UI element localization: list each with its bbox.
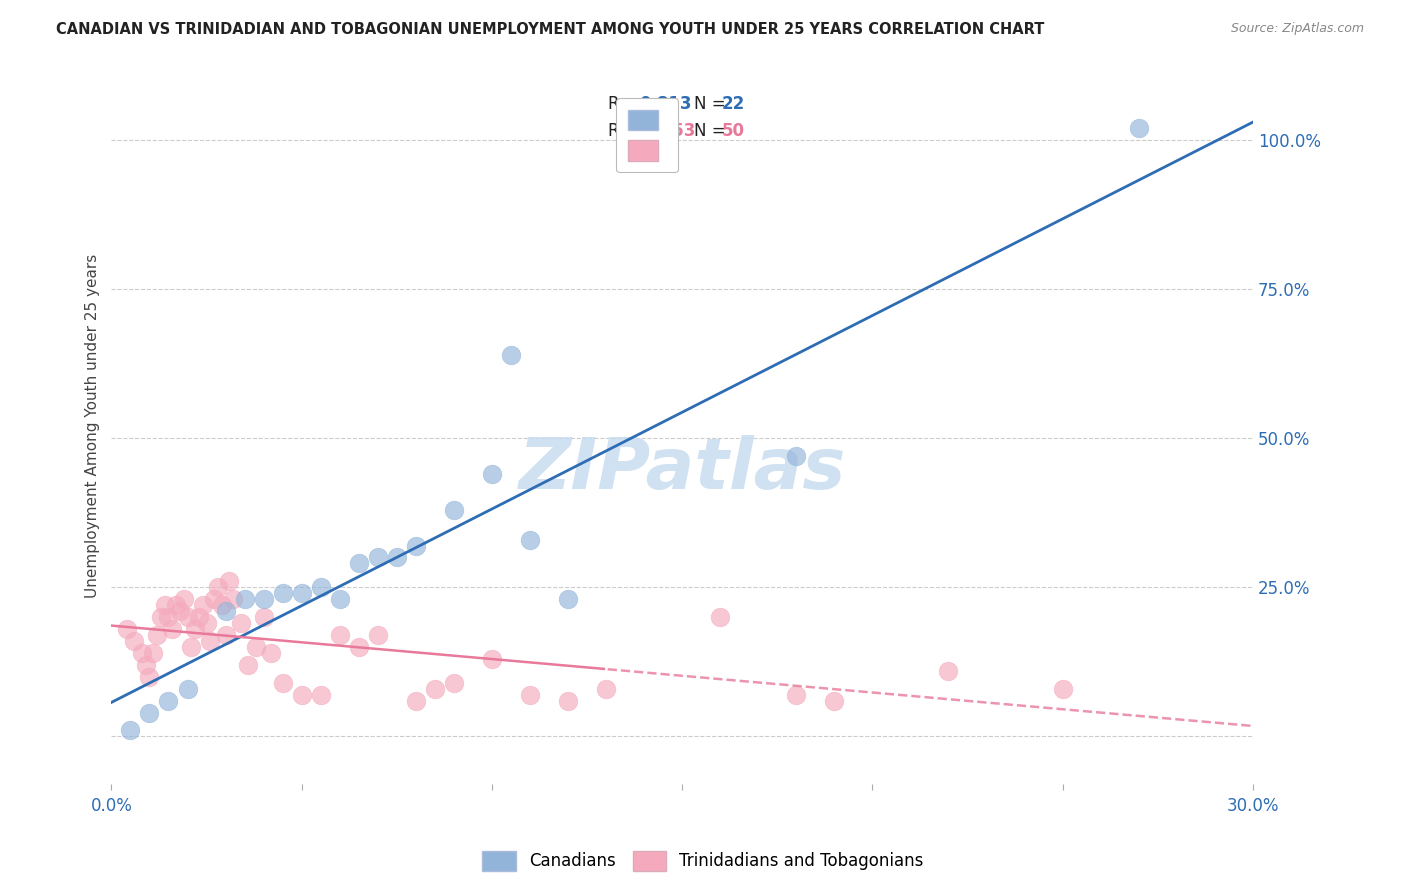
Point bbox=[252, 592, 274, 607]
Y-axis label: Unemployment Among Youth under 25 years: Unemployment Among Youth under 25 years bbox=[86, 254, 100, 599]
Point bbox=[229, 616, 252, 631]
Point bbox=[291, 688, 314, 702]
Point bbox=[176, 610, 198, 624]
Point bbox=[443, 502, 465, 516]
Point bbox=[367, 550, 389, 565]
Point bbox=[211, 598, 233, 612]
Point bbox=[823, 693, 845, 707]
Point bbox=[187, 610, 209, 624]
Text: ZIPatlas: ZIPatlas bbox=[519, 434, 846, 504]
Point bbox=[214, 628, 236, 642]
Point bbox=[709, 610, 731, 624]
Point bbox=[595, 681, 617, 696]
Point bbox=[1052, 681, 1074, 696]
Text: 22: 22 bbox=[723, 95, 745, 112]
Text: Source: ZipAtlas.com: Source: ZipAtlas.com bbox=[1230, 22, 1364, 36]
Point bbox=[260, 646, 283, 660]
Point bbox=[162, 622, 184, 636]
Point bbox=[195, 616, 218, 631]
Text: -0.053: -0.053 bbox=[637, 122, 696, 140]
Point bbox=[443, 675, 465, 690]
Point bbox=[557, 592, 579, 607]
Point bbox=[1128, 121, 1150, 136]
Point bbox=[120, 723, 142, 738]
Point bbox=[367, 628, 389, 642]
Point bbox=[122, 634, 145, 648]
Point bbox=[329, 592, 352, 607]
Point bbox=[149, 610, 172, 624]
Point bbox=[329, 628, 352, 642]
Point bbox=[252, 610, 274, 624]
Point bbox=[233, 592, 256, 607]
Point bbox=[238, 657, 260, 672]
Point bbox=[165, 598, 187, 612]
Legend: , : , bbox=[616, 98, 678, 172]
Point bbox=[291, 586, 314, 600]
Point bbox=[138, 670, 160, 684]
Text: N =: N = bbox=[693, 95, 725, 112]
Point bbox=[499, 348, 522, 362]
Point bbox=[309, 688, 332, 702]
Point bbox=[169, 604, 191, 618]
Point bbox=[785, 688, 807, 702]
Point bbox=[131, 646, 153, 660]
Point bbox=[214, 604, 236, 618]
Point bbox=[245, 640, 267, 654]
Point bbox=[157, 610, 180, 624]
Point bbox=[157, 693, 180, 707]
Point bbox=[173, 592, 195, 607]
Text: R =: R = bbox=[607, 95, 638, 112]
Point bbox=[207, 580, 229, 594]
Point bbox=[184, 622, 207, 636]
Point bbox=[481, 652, 503, 666]
Text: 50: 50 bbox=[723, 122, 745, 140]
Point bbox=[557, 693, 579, 707]
Point bbox=[405, 539, 427, 553]
Point bbox=[519, 533, 541, 547]
Point bbox=[153, 598, 176, 612]
Point bbox=[309, 580, 332, 594]
Point bbox=[481, 467, 503, 481]
Point bbox=[938, 664, 960, 678]
Point bbox=[200, 634, 222, 648]
Legend: Canadians, Trinidadians and Tobagonians: Canadians, Trinidadians and Tobagonians bbox=[474, 842, 932, 880]
Point bbox=[347, 557, 370, 571]
Point bbox=[146, 628, 169, 642]
Point bbox=[202, 592, 225, 607]
Point bbox=[271, 675, 294, 690]
Point bbox=[519, 688, 541, 702]
Text: R =: R = bbox=[607, 122, 638, 140]
Point bbox=[218, 574, 240, 589]
Point bbox=[271, 586, 294, 600]
Text: N =: N = bbox=[693, 122, 725, 140]
Point bbox=[135, 657, 157, 672]
Point bbox=[138, 706, 160, 720]
Point bbox=[785, 449, 807, 463]
Point bbox=[347, 640, 370, 654]
Point bbox=[115, 622, 138, 636]
Point bbox=[405, 693, 427, 707]
Text: 0.813: 0.813 bbox=[638, 95, 692, 112]
Text: CANADIAN VS TRINIDADIAN AND TOBAGONIAN UNEMPLOYMENT AMONG YOUTH UNDER 25 YEARS C: CANADIAN VS TRINIDADIAN AND TOBAGONIAN U… bbox=[56, 22, 1045, 37]
Point bbox=[142, 646, 165, 660]
Point bbox=[176, 681, 198, 696]
Point bbox=[385, 550, 408, 565]
Point bbox=[180, 640, 202, 654]
Point bbox=[222, 592, 245, 607]
Point bbox=[423, 681, 446, 696]
Point bbox=[191, 598, 214, 612]
